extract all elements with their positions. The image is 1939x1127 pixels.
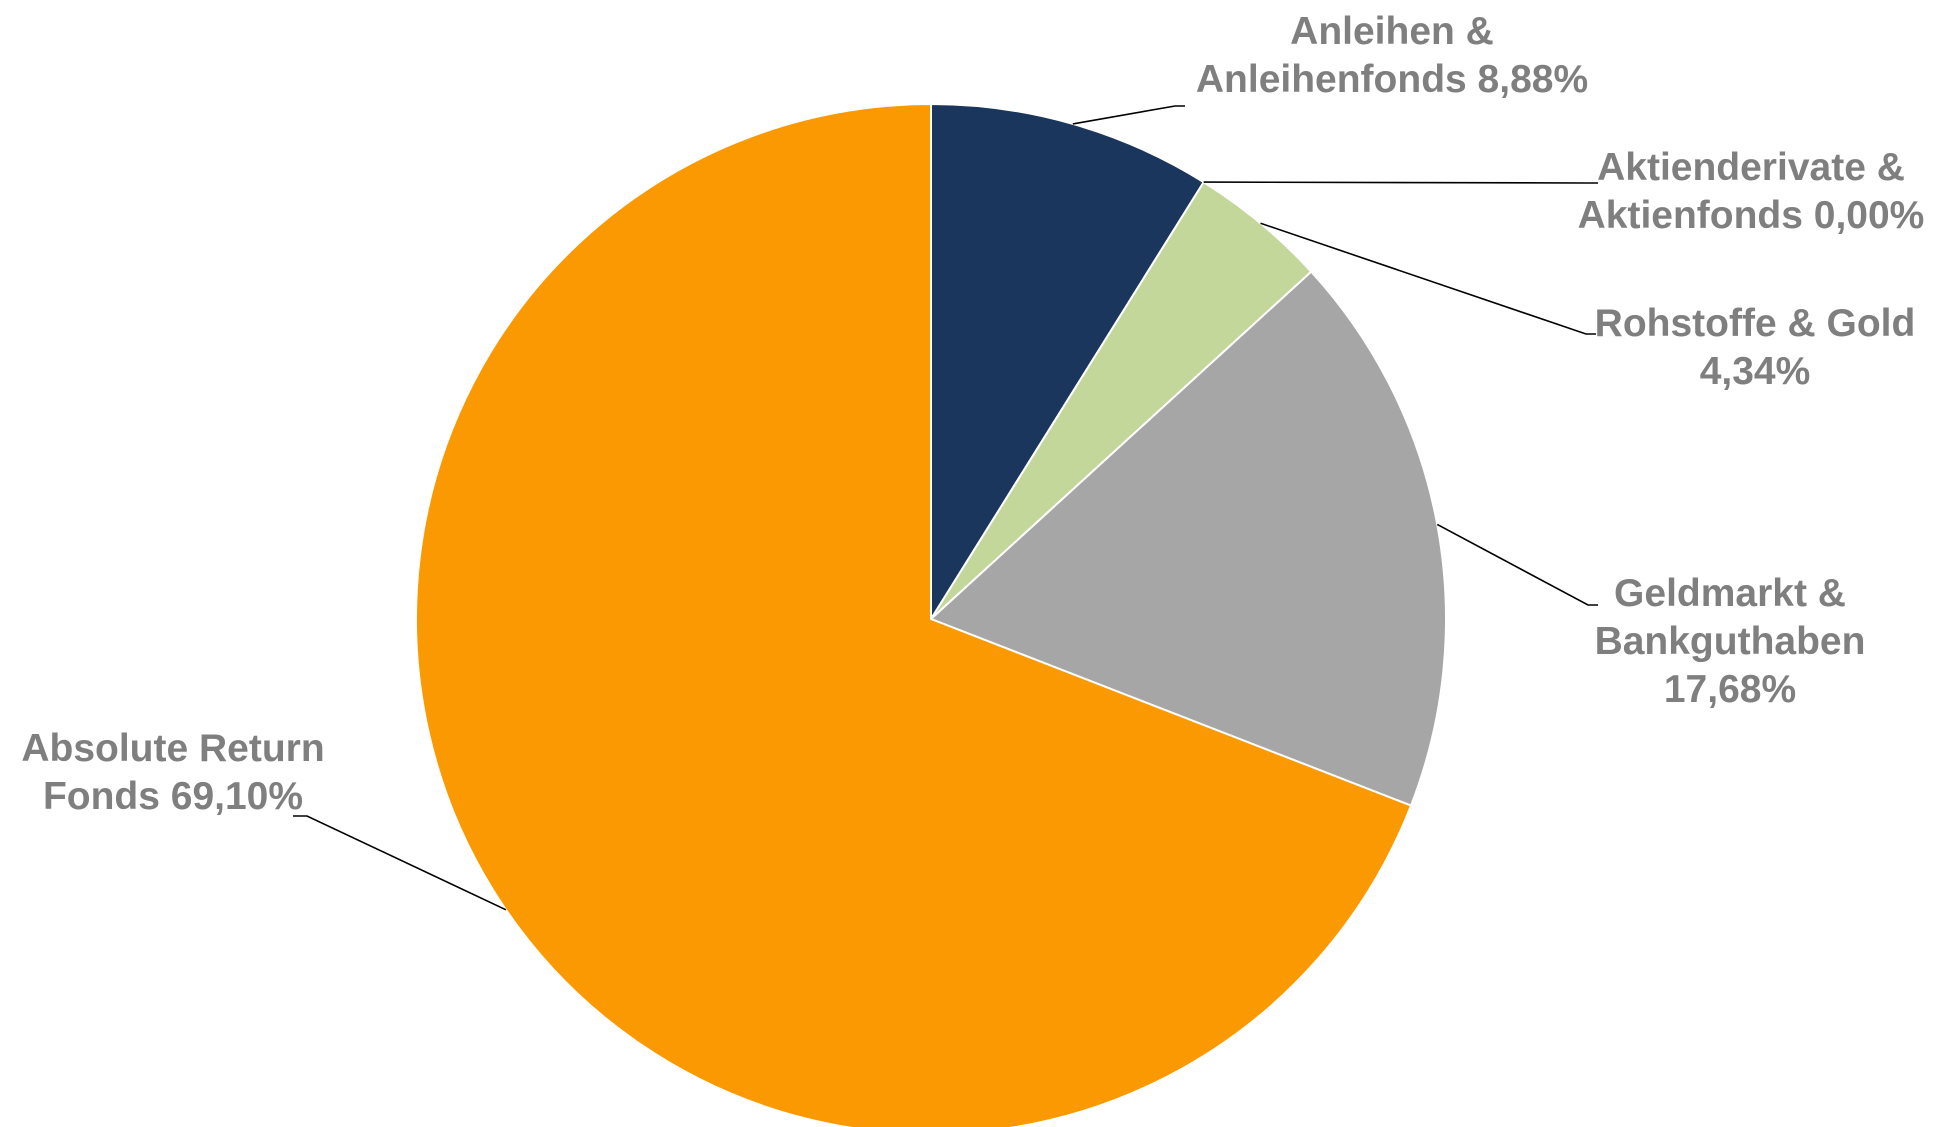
leader-lines [293, 105, 1598, 911]
pie-slice-0 [930, 102, 1206, 623]
pie-slice-3 [929, 270, 1447, 807]
slice-label-line: 4,34% [1700, 350, 1811, 393]
slice-label-3: Geldmarkt & Bankguthaben 17,68% [1595, 572, 1866, 711]
leader-line-4 [293, 815, 507, 911]
slice-label-1: Aktienderivate & Aktienfonds 0,00% [1578, 146, 1925, 237]
slice-label-2: Rohstoffe & Gold 4,34% [1595, 302, 1916, 393]
leader-line-3 [1436, 523, 1598, 606]
pie-slices [415, 102, 1447, 1127]
slice-label-line: Rohstoffe & Gold [1595, 302, 1916, 345]
leader-line-2 [1260, 222, 1596, 335]
pie-slice-4 [415, 102, 1413, 1127]
leader-line-1 [1203, 181, 1598, 184]
slice-label-line: Anleihen & [1290, 10, 1494, 53]
slice-label-line: Anleihenfonds 8,88% [1196, 58, 1588, 101]
slice-labels: Anleihen & Anleihenfonds 8,88% Aktienderiv… [21, 10, 1924, 818]
slice-label-line: Geldmarkt & [1614, 572, 1846, 615]
slice-label-0: Anleihen & Anleihenfonds 8,88% [1196, 10, 1588, 101]
slice-label-4: Absolute Return Fonds 69,10% [21, 727, 324, 818]
slice-label-line: Aktienfonds 0,00% [1578, 194, 1925, 237]
slice-label-line: Bankguthaben [1595, 620, 1866, 663]
slice-label-line: Fonds 69,10% [43, 775, 303, 818]
slice-label-line: Absolute Return [21, 727, 324, 770]
leader-line-0 [1072, 105, 1185, 125]
slice-label-line: 17,68% [1664, 668, 1796, 711]
slice-label-line: Aktienderivate & [1597, 146, 1905, 189]
